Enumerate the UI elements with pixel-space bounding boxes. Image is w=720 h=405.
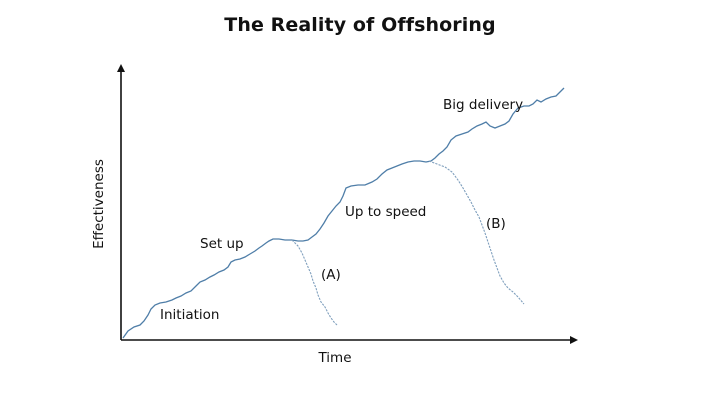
x-axis-label: Time xyxy=(317,350,351,366)
branch-a-curve xyxy=(291,239,338,326)
label-initiation: Initiation xyxy=(160,307,219,323)
branch-b-curve xyxy=(428,160,525,305)
diagram-title: The Reality of Offshoring xyxy=(224,14,496,36)
y-axis-label: Effectiveness xyxy=(91,159,107,249)
label-big-delivery: Big delivery xyxy=(443,97,523,113)
main-curve xyxy=(122,87,565,339)
label-up-to-speed: Up to speed xyxy=(345,204,426,220)
label-branch-b: (B) xyxy=(486,216,506,232)
label-set-up: Set up xyxy=(200,236,244,252)
label-branch-a: (A) xyxy=(321,267,341,283)
